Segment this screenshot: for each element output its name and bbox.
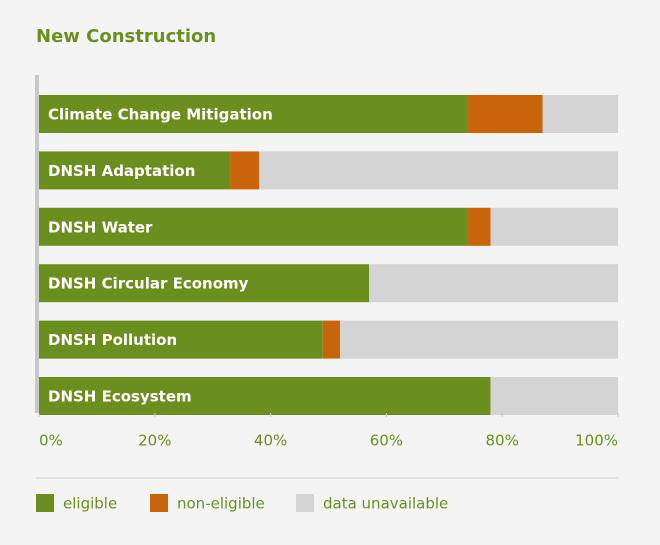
category-label: DNSH Ecosystem [48,388,192,406]
bar-segment [39,207,468,246]
bar-segment [230,151,260,190]
legend-label: eligible [63,495,117,513]
x-tick-label: 100% [575,432,618,450]
bar-segment [467,207,491,246]
x-tick-label: 40% [254,432,287,450]
bar-segment [340,320,618,359]
legend-swatch [296,494,314,512]
x-tick-label: 20% [138,432,171,450]
bar-segment [39,320,323,359]
category-label: DNSH Adaptation [48,162,195,180]
bar-segment [39,264,370,303]
bar-segment [39,151,231,190]
category-label: Climate Change Mitigation [48,106,273,124]
category-label: DNSH Water [48,218,153,236]
legend-label: non-eligible [177,495,265,513]
chart-title: New Construction [36,26,216,47]
bar-segment [39,377,491,415]
bar-segment [39,95,468,133]
bar-segment [259,151,618,190]
x-tick-label: 80% [486,432,519,450]
bar-segment [322,320,341,359]
bar-segment [467,95,543,133]
x-tick-label: 60% [370,432,403,450]
legend-label: data unavailable [323,495,448,513]
x-tick-label: 0% [39,432,63,450]
bar-segment [490,377,618,415]
bar-segment [490,207,618,246]
bar-segment [542,95,618,133]
category-label: DNSH Circular Economy [48,275,249,293]
category-label: DNSH Pollution [48,331,177,349]
bar-segment [369,264,618,303]
legend-swatch [36,494,54,512]
legend-swatch [150,494,168,512]
